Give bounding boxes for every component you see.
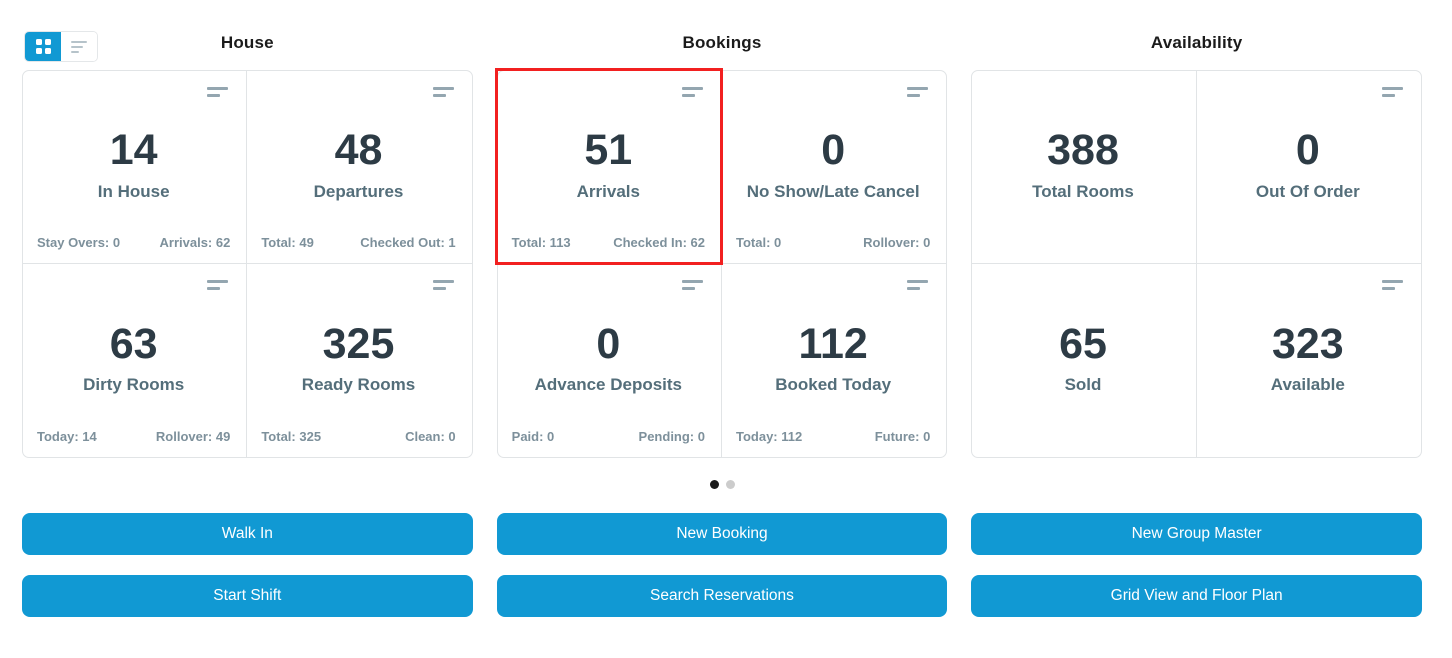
card-menu-icon[interactable] [432, 280, 454, 290]
card-footer-left: Total: 113 [511, 235, 571, 250]
action-buttons: Walk In Start Shift New Booking Search Rese… [22, 513, 1422, 617]
card-value: 14 [109, 126, 158, 175]
card-menu-icon[interactable] [207, 87, 229, 97]
card-value: 65 [1059, 319, 1107, 368]
walk-in-button[interactable]: Walk In [22, 513, 473, 555]
card-footer-right: Checked Out: 1 [360, 235, 456, 250]
card-menu-icon[interactable] [1381, 87, 1403, 97]
grid-view-and-floor-plan-button[interactable]: Grid View and Floor Plan [971, 575, 1422, 617]
card-footer-left: Total: 49 [261, 235, 314, 250]
card-footer-left: Today: 112 [735, 429, 803, 444]
carousel-dot[interactable] [725, 480, 735, 489]
card-footer-right: Clean: 0 [405, 429, 456, 444]
stat-card[interactable]: 388 Total Rooms [972, 71, 1197, 264]
card-label: Dirty Rooms [83, 375, 185, 395]
card-label: Advance Deposits [534, 375, 683, 395]
card-label: Arrivals [576, 181, 640, 201]
list-view-button[interactable] [61, 32, 97, 61]
stat-card[interactable]: 63 Dirty Rooms Today: 14 Rollover: 49 [23, 264, 248, 457]
grid-icon [35, 39, 51, 54]
new-booking-button[interactable]: New Booking [496, 513, 948, 555]
stat-card[interactable]: 0 Out Of Order [1196, 71, 1421, 264]
card-value: 0 [1295, 126, 1320, 175]
section-title: Bookings [682, 33, 762, 52]
card-footer-right: Future: 0 [874, 429, 931, 444]
card-menu-icon[interactable] [681, 87, 703, 97]
grid-view-button[interactable] [25, 32, 61, 61]
card-label: Sold [1064, 375, 1102, 395]
stat-card[interactable]: 0 Advance Deposits Paid: 0 Pending: 0 [498, 264, 722, 457]
card-label: Out Of Order [1255, 181, 1360, 201]
new-group-master-button[interactable]: New Group Master [971, 513, 1422, 555]
card-value: 0 [821, 126, 846, 175]
card-value: 0 [596, 319, 621, 368]
card-footer-right: Rollover: 49 [155, 429, 231, 444]
carousel-pagination [22, 480, 1422, 489]
card-label: In House [97, 181, 170, 201]
start-shift-button[interactable]: Start Shift [22, 575, 473, 617]
card-label: Ready Rooms [301, 375, 416, 395]
card-value: 323 [1271, 319, 1344, 368]
stat-card[interactable]: 48 Departures Total: 49 Checked Out: 1 [247, 71, 472, 264]
card-label: No Show/Late Cancel [746, 181, 920, 201]
section-title: Availability [1150, 33, 1243, 52]
stat-card[interactable]: 323 Available [1197, 264, 1421, 457]
card-value: 388 [1047, 126, 1119, 175]
card-menu-icon[interactable] [907, 87, 929, 97]
carousel-dot[interactable] [709, 480, 719, 489]
card-footer-right: Arrivals: 62 [159, 235, 231, 250]
section-title: House [220, 33, 274, 52]
card-footer-left: Today: 14 [37, 429, 97, 444]
card-footer-right: Rollover: 0 [863, 235, 931, 250]
card-menu-icon[interactable] [681, 280, 703, 290]
card-label: Total Rooms [1032, 181, 1134, 201]
card-footer-right: Pending: 0 [638, 429, 705, 444]
view-mode-toggle [24, 31, 98, 62]
card-label: Available [1270, 375, 1345, 395]
card-menu-icon[interactable] [1381, 280, 1403, 290]
section-availability: 388 Total Rooms 0 Out Of Order 65 Sold [971, 70, 1422, 458]
card-value: 63 [109, 319, 158, 368]
stat-card[interactable]: 65 Sold [972, 264, 1197, 457]
list-icon [71, 40, 87, 53]
card-value: 325 [322, 319, 395, 368]
card-label: Departures [313, 181, 404, 201]
card-footer-left: Total: 0 [735, 235, 782, 250]
card-value: 112 [798, 319, 868, 368]
card-value: 51 [584, 126, 633, 175]
card-footer-left: Paid: 0 [511, 429, 555, 444]
dashboard-sections: 14 In House Stay Overs: 0 Arrivals: 62 4… [22, 68, 1422, 458]
stat-card[interactable]: 325 Ready Rooms Total: 325 Clean: 0 [247, 264, 471, 457]
stat-card[interactable]: 14 In House Stay Overs: 0 Arrivals: 62 [23, 71, 248, 264]
search-reservations-button[interactable]: Search Reservations [496, 575, 948, 617]
card-value: 48 [334, 126, 383, 175]
stat-card[interactable]: 112 Booked Today Today: 112 Future: 0 [722, 264, 946, 457]
section-headers: House Bookings Availability [22, 30, 1422, 56]
card-footer-left: Stay Overs: 0 [37, 235, 121, 250]
card-menu-icon[interactable] [907, 280, 929, 290]
section-house: 14 In House Stay Overs: 0 Arrivals: 62 4… [22, 70, 473, 458]
card-label: Booked Today [775, 375, 892, 395]
card-menu-icon[interactable] [207, 280, 229, 290]
stat-card[interactable]: 51 Arrivals Total: 113 Checked In: 62 [494, 68, 723, 265]
stat-card[interactable]: 0 No Show/Late Cancel Total: 0 Rollover:… [721, 71, 947, 264]
card-footer-left: Total: 325 [261, 429, 322, 444]
section-bookings: 51 Arrivals Total: 113 Checked In: 62 0 … [494, 68, 948, 458]
card-footer-right: Checked In: 62 [613, 235, 705, 250]
card-menu-icon[interactable] [432, 87, 454, 97]
